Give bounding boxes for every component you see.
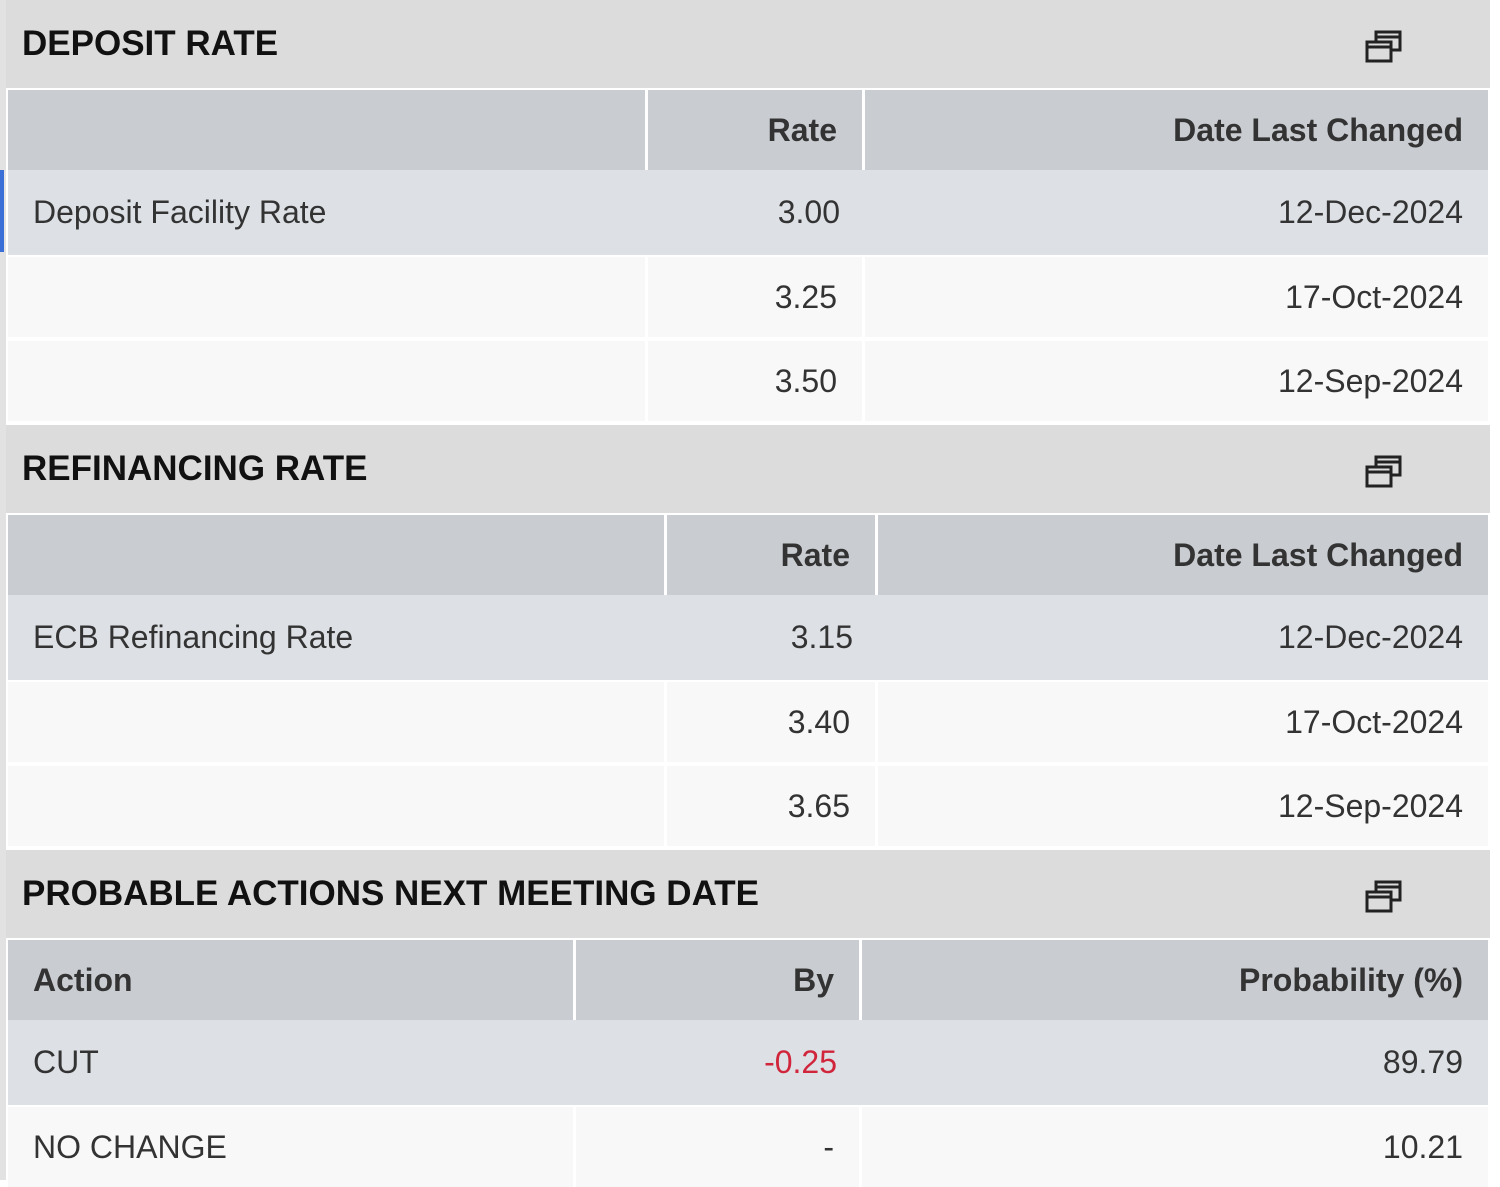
cell-text: 3.25	[774, 278, 837, 315]
cell-text: By	[793, 961, 834, 998]
table-cell: 3.50	[648, 341, 862, 421]
table-cell	[8, 766, 664, 846]
table-cell: 3.40	[667, 682, 875, 762]
cell-text: 12-Sep-2024	[1277, 787, 1463, 824]
table-cell	[8, 341, 645, 421]
section-title: PROBABLE ACTIONS NEXT MEETING DATE	[22, 874, 759, 913]
table-cell: ECB Refinancing Rate	[8, 595, 667, 680]
table-cell: 12-Dec-2024	[865, 170, 1488, 255]
column-header	[8, 90, 645, 170]
cell-text: NO CHANGE	[33, 1128, 227, 1165]
cell-text: 3.00	[777, 194, 840, 230]
column-header	[8, 515, 664, 595]
row-background	[8, 1020, 1488, 1105]
column-header: Date Last Changed	[865, 90, 1488, 170]
popout-icon[interactable]	[1365, 455, 1403, 489]
popout-icon[interactable]	[1365, 880, 1403, 914]
cell-text: 3.40	[787, 703, 850, 740]
popout-button[interactable]	[1365, 880, 1403, 914]
row-background	[8, 170, 1488, 255]
cell-text: 17-Oct-2024	[1285, 278, 1463, 315]
section-header	[6, 0, 1490, 88]
table-cell	[8, 682, 664, 762]
section-title: DEPOSIT RATE	[22, 24, 279, 63]
column-header: Probability (%)	[862, 940, 1488, 1020]
cell-text: 10.21	[1382, 1128, 1463, 1165]
cell-text: 12-Sep-2024	[1277, 362, 1463, 399]
table-cell: 89.79	[862, 1020, 1488, 1105]
cell-text: 3.65	[787, 787, 850, 824]
column-header: Rate	[667, 515, 875, 595]
section-header	[6, 850, 1490, 938]
column-header: By	[576, 940, 859, 1020]
cell-text: CUT	[33, 1044, 99, 1080]
table-cell: CUT	[8, 1020, 576, 1105]
section-title: REFINANCING RATE	[22, 449, 368, 488]
cell-text: -0.25	[764, 1044, 837, 1080]
table-cell: 12-Sep-2024	[878, 766, 1488, 846]
table-cell: 17-Oct-2024	[865, 257, 1488, 337]
cell-text: Probability (%)	[1238, 961, 1463, 998]
cell-text: Date Last Changed	[1173, 111, 1463, 148]
cell-text: 89.79	[1382, 1044, 1463, 1080]
popout-button[interactable]	[1365, 30, 1403, 64]
cell-text: 12-Dec-2024	[1278, 619, 1463, 655]
cell-text: ECB Refinancing Rate	[33, 619, 354, 655]
column-header: Action	[8, 940, 573, 1020]
column-header: Date Last Changed	[878, 515, 1488, 595]
row-background	[8, 595, 1488, 680]
table-cell: 3.00	[648, 170, 865, 255]
table-cell: 3.65	[667, 766, 875, 846]
cell-text: 3.50	[774, 362, 837, 399]
left-rail	[0, 0, 6, 1180]
table-cell: NO CHANGE	[8, 1107, 573, 1187]
table-cell: 12-Sep-2024	[865, 341, 1488, 421]
popout-icon[interactable]	[1365, 30, 1403, 64]
cell-text: Deposit Facility Rate	[33, 194, 327, 230]
cell-text: -	[823, 1128, 834, 1165]
cell-text: Rate	[780, 536, 850, 573]
popout-button[interactable]	[1365, 455, 1403, 489]
cell-text: Date Last Changed	[1173, 536, 1463, 573]
table-cell: Deposit Facility Rate	[8, 170, 648, 255]
cell-text: Action	[33, 961, 133, 998]
cell-text: 12-Dec-2024	[1278, 194, 1463, 230]
table-cell: 12-Dec-2024	[878, 595, 1488, 680]
table-cell: 3.25	[648, 257, 862, 337]
table-cell: 3.15	[667, 595, 878, 680]
cell-text: 3.15	[790, 619, 853, 655]
table-cell: -0.25	[576, 1020, 862, 1105]
table-cell: 17-Oct-2024	[878, 682, 1488, 762]
section-header	[6, 425, 1490, 513]
row-indicator	[0, 170, 4, 252]
column-header: Rate	[648, 90, 862, 170]
cell-text: Rate	[767, 111, 837, 148]
table-cell: -	[576, 1107, 859, 1187]
table-cell: 10.21	[862, 1107, 1488, 1187]
table-cell	[8, 257, 645, 337]
cell-text: 17-Oct-2024	[1285, 703, 1463, 740]
